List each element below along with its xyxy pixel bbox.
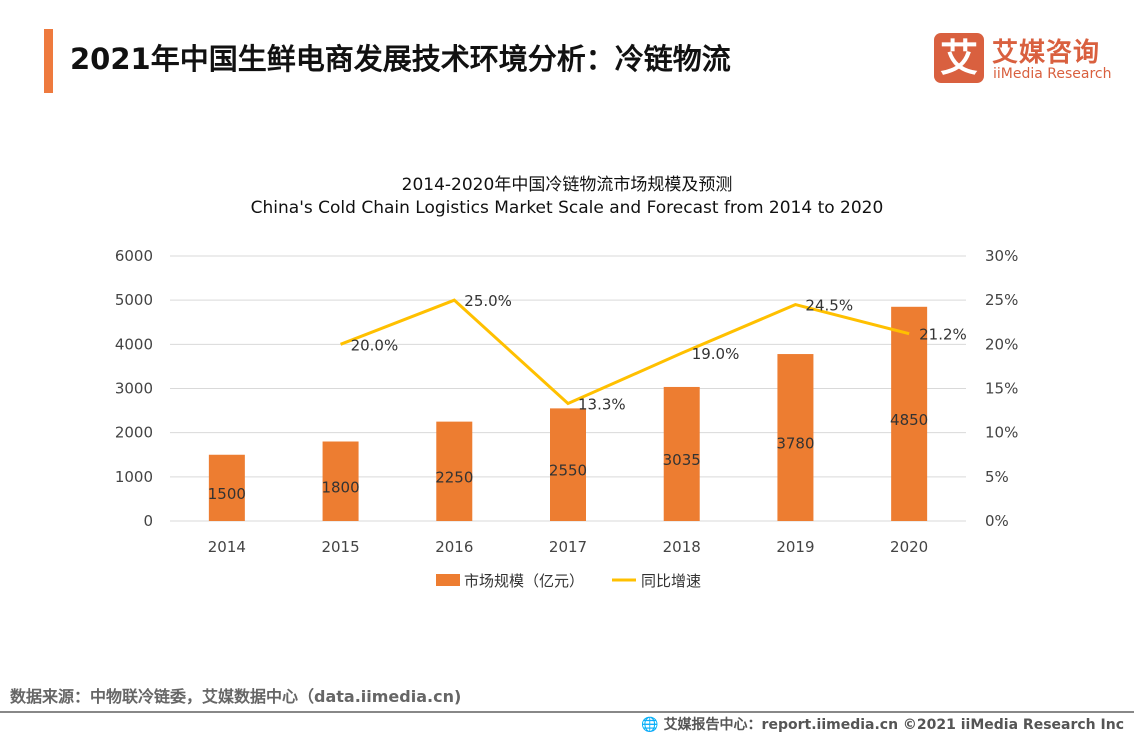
line-label: 24.5%	[805, 297, 853, 315]
legend-label-line: 同比增速	[641, 572, 701, 590]
y2-tick-label: 0%	[985, 512, 1009, 530]
y-tick-label: 3000	[115, 380, 153, 398]
y2-tick-label: 10%	[985, 424, 1018, 442]
y2-tick-label: 30%	[985, 247, 1018, 265]
bar-label: 4850	[890, 411, 928, 429]
y-tick-label: 0	[143, 512, 153, 530]
line-label: 20.0%	[351, 336, 399, 354]
logo-icon: 艾	[934, 33, 984, 83]
chart-title: 2014-2020年中国冷链物流市场规模及预测	[401, 175, 733, 195]
footer-credit-text: 艾媒报告中心：report.iimedia.cn ©2021 iiMedia R…	[663, 717, 1124, 733]
y2-tick-label: 20%	[985, 335, 1018, 353]
line-label: 21.2%	[919, 326, 967, 344]
bar	[208, 454, 245, 521]
bar-label: 3780	[776, 435, 814, 453]
line-label: 19.0%	[692, 345, 740, 363]
globe-icon: 🌐	[641, 717, 659, 733]
footer-credit: 🌐 艾媒报告中心：report.iimedia.cn ©2021 iiMedia…	[641, 714, 1124, 734]
y2-tick-label: 5%	[985, 468, 1009, 486]
y-tick-label: 2000	[115, 424, 153, 442]
logo-en: iiMedia Research	[993, 66, 1112, 82]
x-tick-label: 2016	[435, 538, 473, 556]
title-accent-bar	[44, 29, 53, 93]
footer-divider	[0, 711, 1134, 713]
x-tick-label: 2014	[208, 538, 246, 556]
chart-subtitle: China's Cold Chain Logistics Market Scal…	[250, 198, 884, 218]
x-tick-label: 2017	[549, 538, 587, 556]
bar-label: 2550	[549, 462, 587, 480]
bar	[436, 421, 473, 521]
x-tick-label: 2018	[663, 538, 701, 556]
line-label: 25.0%	[464, 292, 512, 310]
bar-label: 1800	[321, 478, 359, 496]
bar-label: 2250	[435, 468, 473, 486]
bar	[550, 408, 586, 521]
y-tick-label: 4000	[115, 335, 153, 353]
y-tick-label: 6000	[115, 247, 153, 265]
page-title: 2021年中国生鲜电商发展技术环境分析：冷链物流	[70, 42, 731, 76]
bar	[891, 306, 928, 521]
bar	[663, 386, 700, 521]
bar-label: 1500	[208, 485, 246, 503]
x-tick-label: 2020	[890, 538, 928, 556]
bar	[322, 441, 359, 521]
growth-line	[340, 298, 910, 406]
x-tick-label: 2015	[321, 538, 359, 556]
logo-cn: 艾媒咨询	[992, 38, 1101, 68]
y2-tick-label: 15%	[985, 380, 1018, 398]
line-label: 13.3%	[578, 396, 626, 414]
data-source: 数据来源：中物联冷链委，艾媒数据中心（data.iimedia.cn)	[10, 687, 462, 706]
legend-label-bar: 市场规模（亿元）	[464, 572, 584, 590]
x-tick-label: 2019	[776, 538, 814, 556]
legend-swatch-bar	[436, 574, 460, 586]
y2-tick-label: 25%	[985, 291, 1018, 309]
bar-label: 3035	[663, 451, 701, 469]
y-tick-label: 1000	[115, 468, 153, 486]
bar	[777, 354, 814, 521]
y-tick-label: 5000	[115, 291, 153, 309]
